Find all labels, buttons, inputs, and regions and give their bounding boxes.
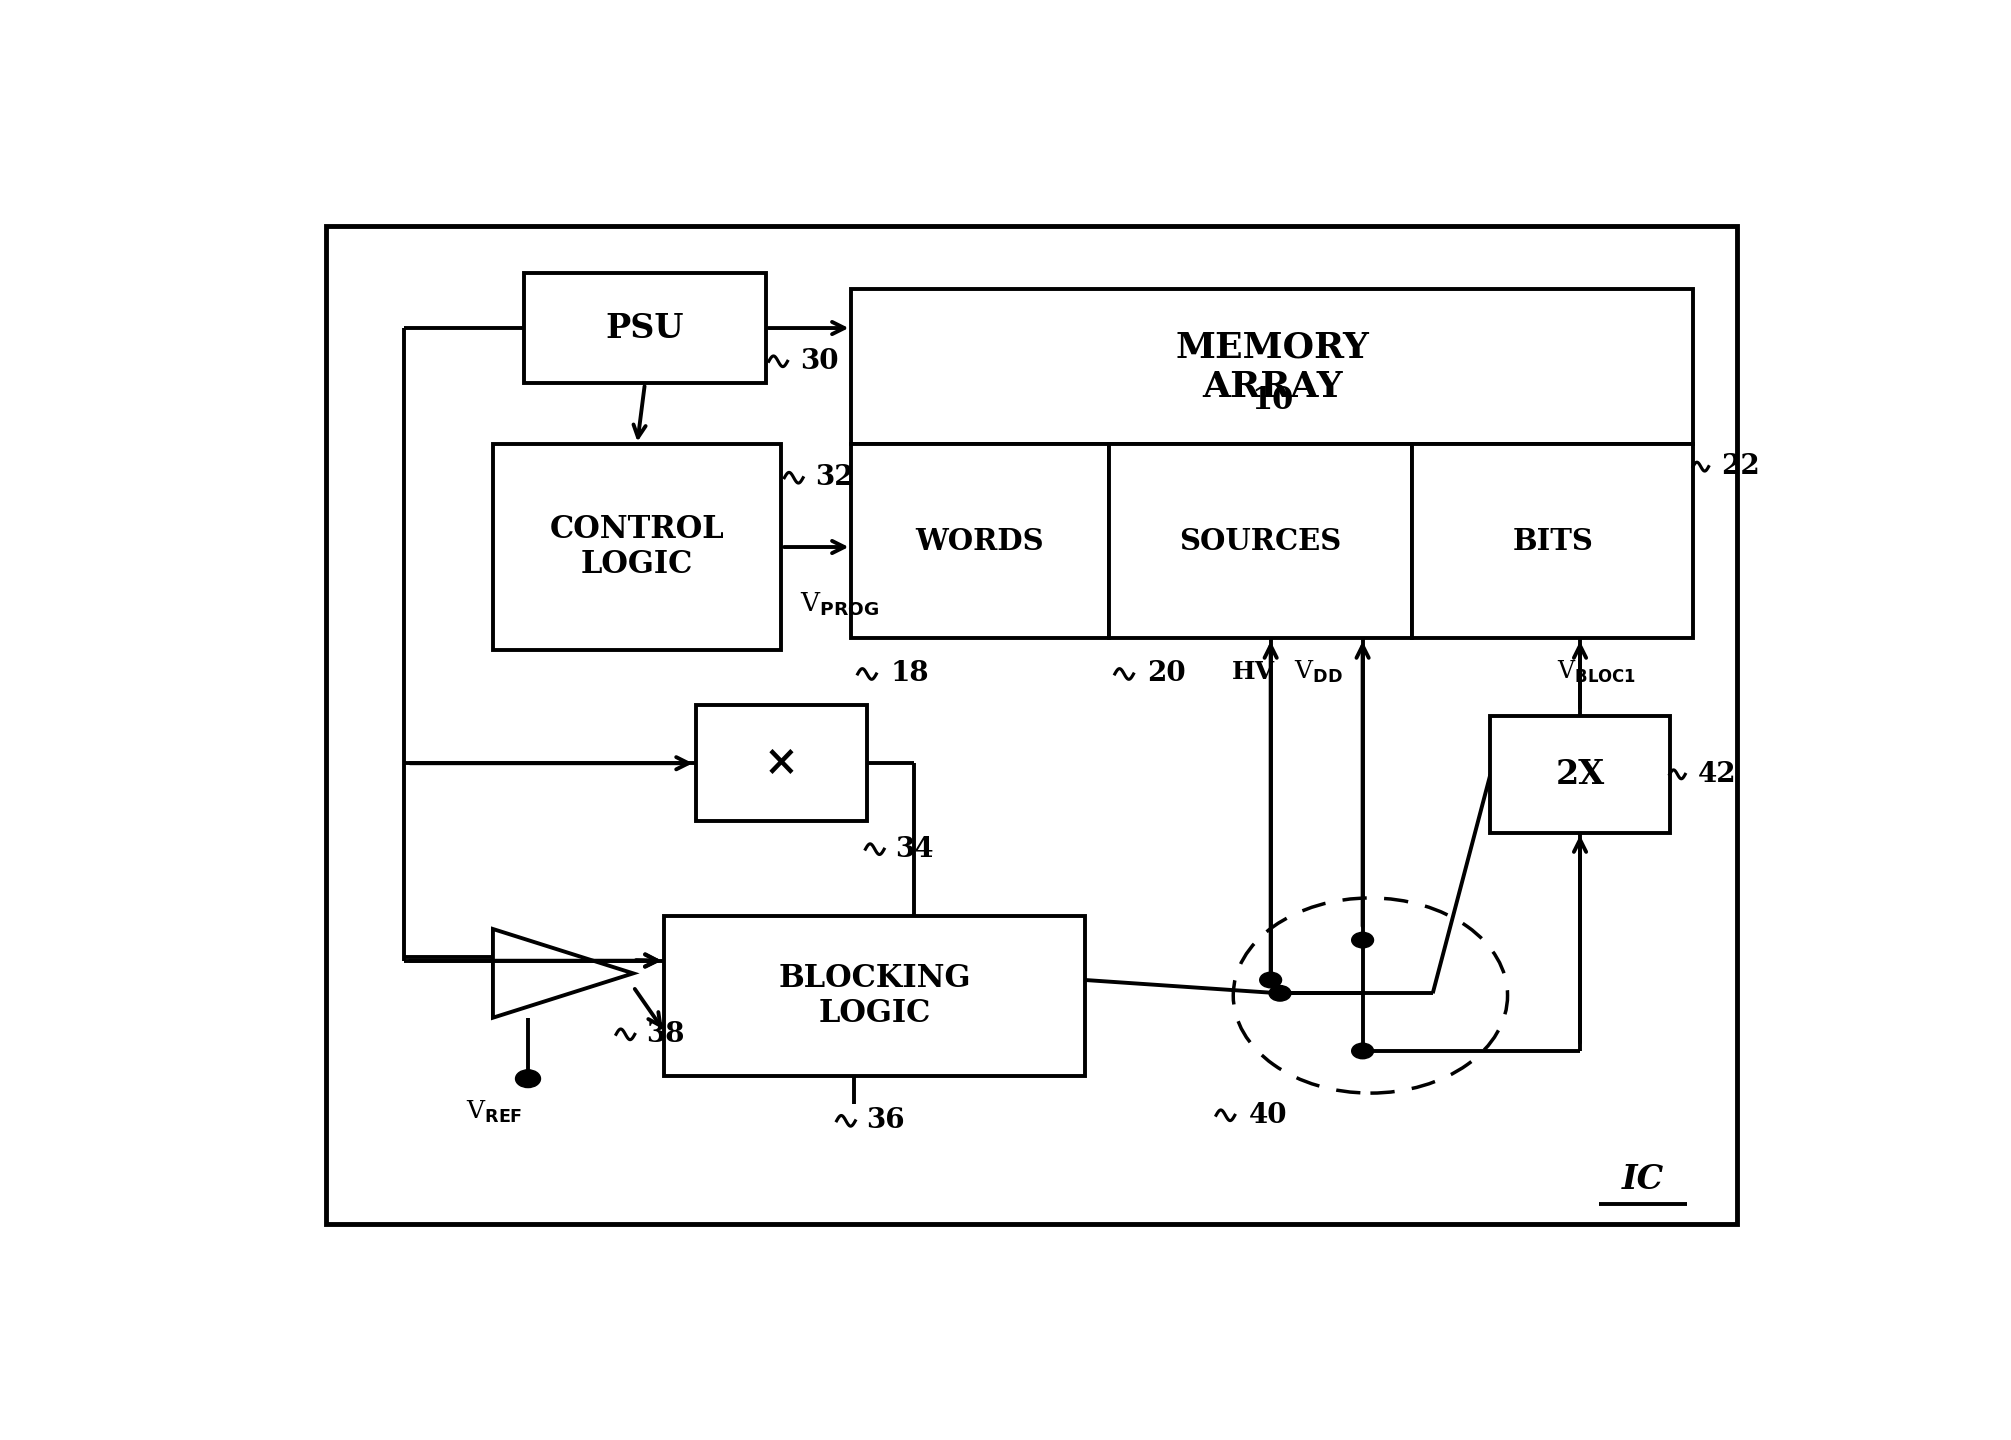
Text: BLOCKING
LOGIC: BLOCKING LOGIC [778,963,971,1030]
Text: V$_{\mathbf{PROG}}$: V$_{\mathbf{PROG}}$ [800,590,879,618]
Text: 42: 42 [1697,760,1735,788]
Text: 36: 36 [867,1107,905,1135]
Circle shape [1269,985,1291,1001]
Text: 30: 30 [800,348,839,374]
Text: 20: 20 [1148,661,1186,687]
Circle shape [1259,972,1281,988]
Text: MEMORY
ARRAY: MEMORY ARRAY [1174,330,1369,403]
Bar [1412,445,1693,638]
Text: 40: 40 [1249,1102,1287,1129]
Bar [1490,716,1669,832]
Bar [664,916,1086,1077]
Text: IC: IC [1623,1164,1665,1197]
Text: 18: 18 [891,661,929,687]
Text: 10: 10 [1251,386,1293,416]
Text: 38: 38 [646,1021,684,1048]
Bar [525,272,766,383]
Text: V$_{\mathbf{REF}}$: V$_{\mathbf{REF}}$ [467,1099,523,1125]
Bar [851,445,1108,638]
Text: CONTROL
LOGIC: CONTROL LOGIC [549,514,724,580]
Text: 32: 32 [816,464,855,491]
Text: PSU: PSU [605,311,684,344]
Text: SOURCES: SOURCES [1178,527,1341,556]
Text: ×: × [764,742,798,785]
Bar [696,706,867,821]
Bar [1108,445,1412,638]
Text: 2X: 2X [1555,757,1605,791]
Text: BITS: BITS [1512,527,1593,556]
Text: HV: HV [1231,660,1275,684]
Text: WORDS: WORDS [915,527,1044,556]
Bar [851,289,1693,445]
Circle shape [1351,932,1374,948]
Text: 34: 34 [895,835,933,863]
Circle shape [515,1070,541,1087]
Bar [493,445,780,649]
Circle shape [1351,1043,1374,1058]
Text: 22: 22 [1721,454,1760,480]
Text: V$_{\mathbf{DD}}$: V$_{\mathbf{DD}}$ [1293,658,1343,685]
Text: V$_{\mathbf{BLOC1}}$: V$_{\mathbf{BLOC1}}$ [1557,658,1635,685]
